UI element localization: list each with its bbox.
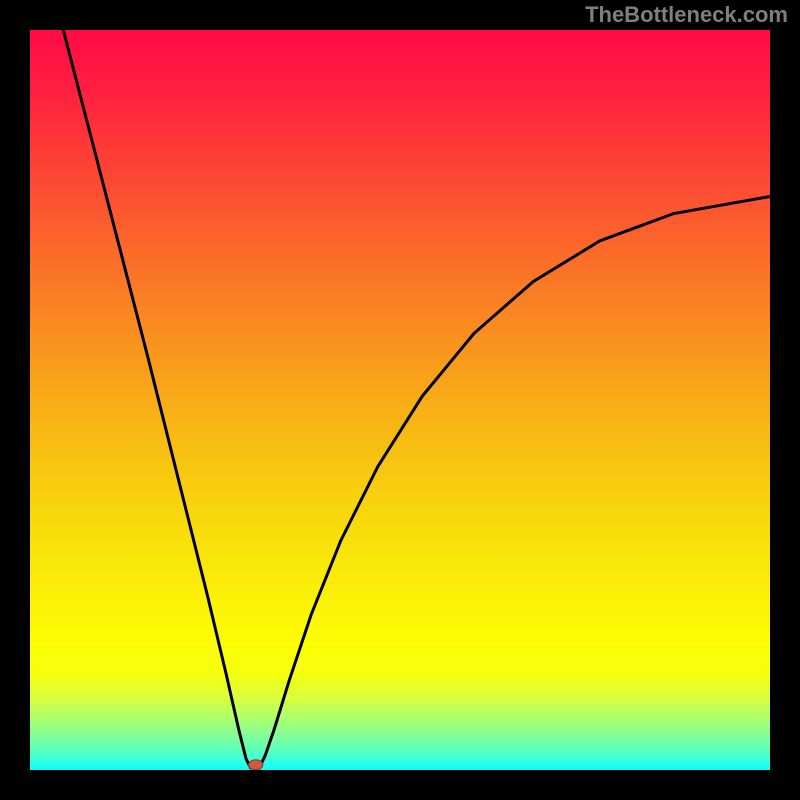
watermark-label: TheBottleneck.com (585, 2, 788, 27)
bottleneck-chart: TheBottleneck.com (0, 0, 800, 800)
optimum-marker (249, 760, 263, 770)
gradient-background (30, 30, 770, 770)
